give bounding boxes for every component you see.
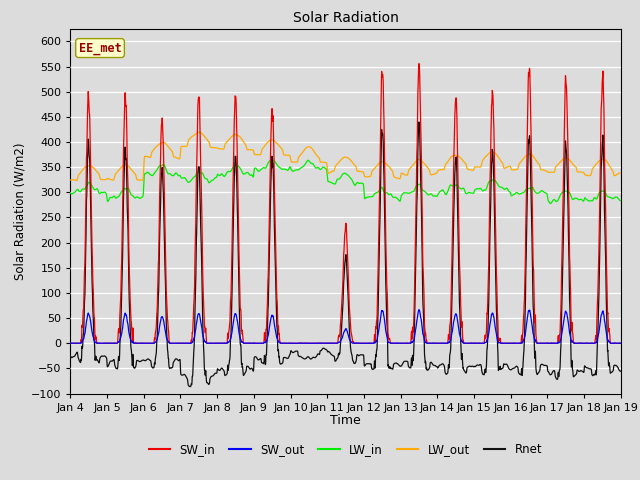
Legend: SW_in, SW_out, LW_in, LW_out, Rnet: SW_in, SW_out, LW_in, LW_out, Rnet [144,438,547,461]
Text: EE_met: EE_met [79,42,122,55]
X-axis label: Time: Time [330,414,361,427]
Y-axis label: Solar Radiation (W/m2): Solar Radiation (W/m2) [14,143,27,280]
Title: Solar Radiation: Solar Radiation [292,11,399,25]
